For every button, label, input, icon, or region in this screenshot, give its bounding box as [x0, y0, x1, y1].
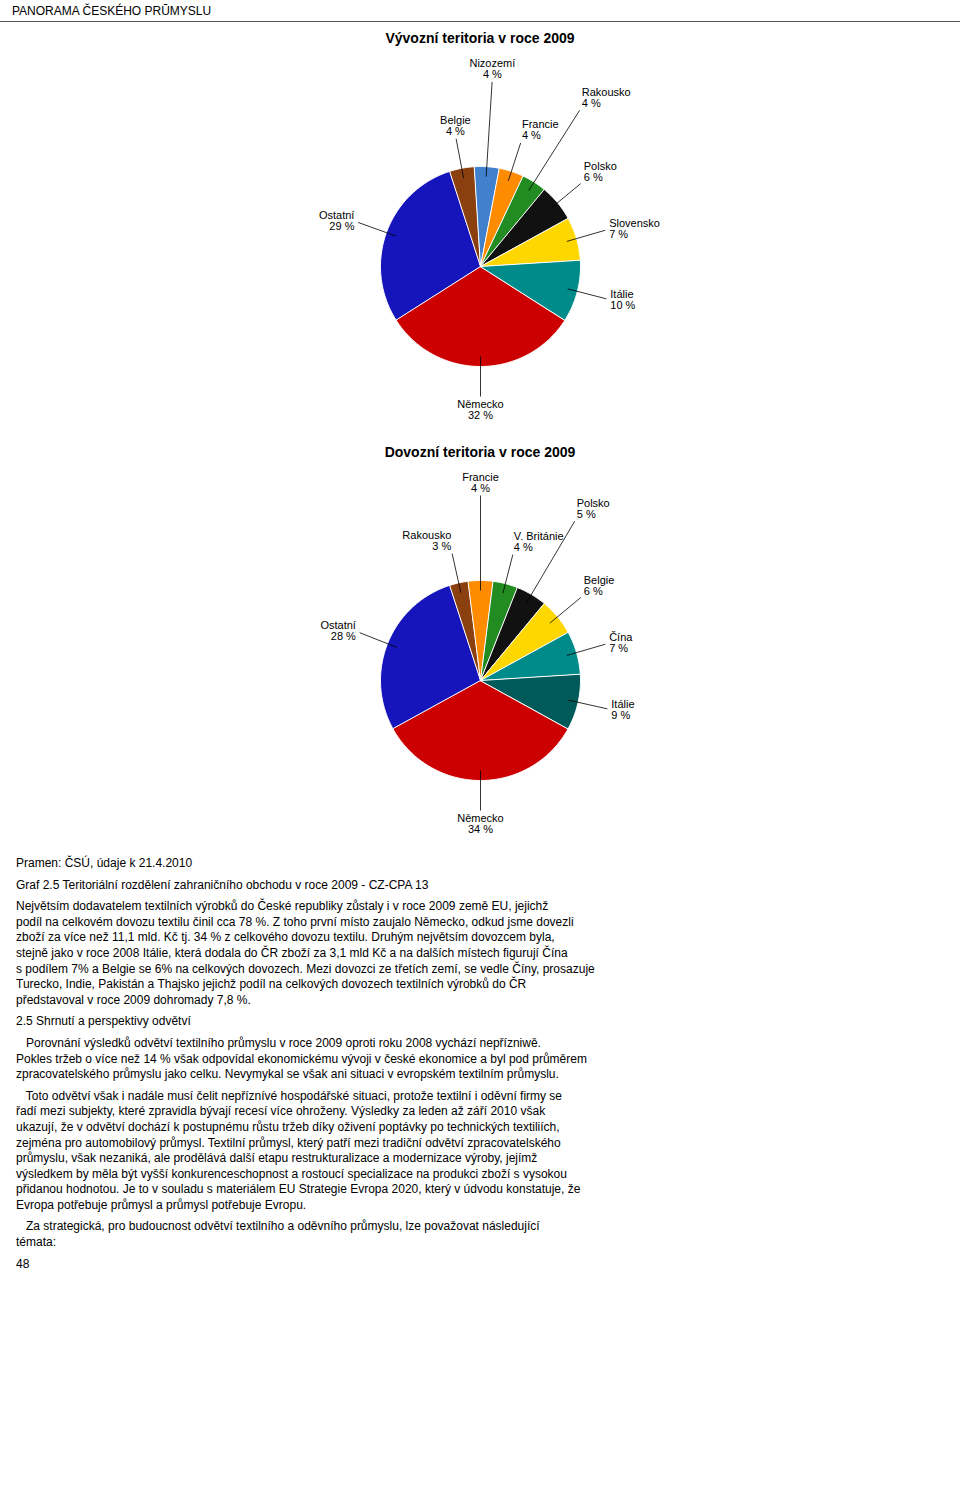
svg-text:Slovensko7 %: Slovensko7 %: [609, 217, 660, 240]
svg-text:Ostatní28 %: Ostatní28 %: [320, 619, 356, 642]
html-text:Vývozní teritoria v roce 2009: Vývozní teritoria v roce 2009: [385, 30, 575, 46]
html-text:PANORAMA ČESKÉHO PRŪMYSLU: PANORAMA ČESKÉHO PRŪMYSLU: [12, 4, 212, 18]
html-text:Graf 2.5 Teritoriální rozdělen: Graf 2.5 Teritoriální rozdělení zahranič…: [16, 877, 429, 892]
html-text:Dovozní teritoria v roce 2009: Dovozní teritoria v roce 2009: [384, 444, 576, 460]
svg-text:Rakousko4 %: Rakousko4 %: [582, 86, 631, 109]
svg-text:Čína7 %: Čína7 %: [609, 631, 633, 654]
svg-text:Francie4 %: Francie4 %: [522, 118, 559, 141]
html-text:Za strategická, pro budoucnost: Za strategická, pro budoucnost odvětví t…: [16, 1219, 540, 1250]
html-text:Porovnání výsledků odvětví tex: Porovnání výsledků odvětví textilního pr…: [16, 1035, 587, 1082]
svg-text:Belgie6 %: Belgie6 %: [584, 574, 615, 597]
html-text:Toto odvětví však i nadále mus: Toto odvětví však i nadále musí čelit ne…: [16, 1088, 581, 1212]
svg-text:Nizozemí4 %: Nizozemí4 %: [469, 57, 515, 80]
html-text:2.5 Shrnutí a perspektivy odvě: 2.5 Shrnutí a perspektivy odvětví: [16, 1014, 191, 1029]
svg-text:Německo32 %: Německo32 %: [457, 398, 503, 421]
svg-text:Itálie9 %: Itálie9 %: [611, 698, 634, 721]
svg-text:Německo34 %: Německo34 %: [457, 812, 503, 835]
html-text:Největsím dodavatelem textilní: Největsím dodavatelem textilních výrobků…: [16, 899, 595, 1007]
svg-text:Ostatní29 %: Ostatní29 %: [319, 209, 355, 232]
svg-text:Belgie4 %: Belgie4 %: [440, 114, 471, 137]
svg-text:Francie4 %: Francie4 %: [462, 471, 499, 494]
svg-text:Polsko5 %: Polsko5 %: [577, 497, 610, 520]
html-text:48: 48: [16, 1256, 30, 1271]
svg-text:Itálie10 %: Itálie10 %: [610, 288, 635, 311]
svg-text:Rakousko3 %: Rakousko3 %: [402, 529, 451, 552]
svg-text:V. Británie4 %: V. Británie4 %: [514, 530, 564, 553]
svg-text:Polsko6 %: Polsko6 %: [584, 160, 617, 183]
html-text:Pramen: ČSÚ, údaje k 21.4.2010: Pramen: ČSÚ, údaje k 21.4.2010: [16, 856, 193, 870]
